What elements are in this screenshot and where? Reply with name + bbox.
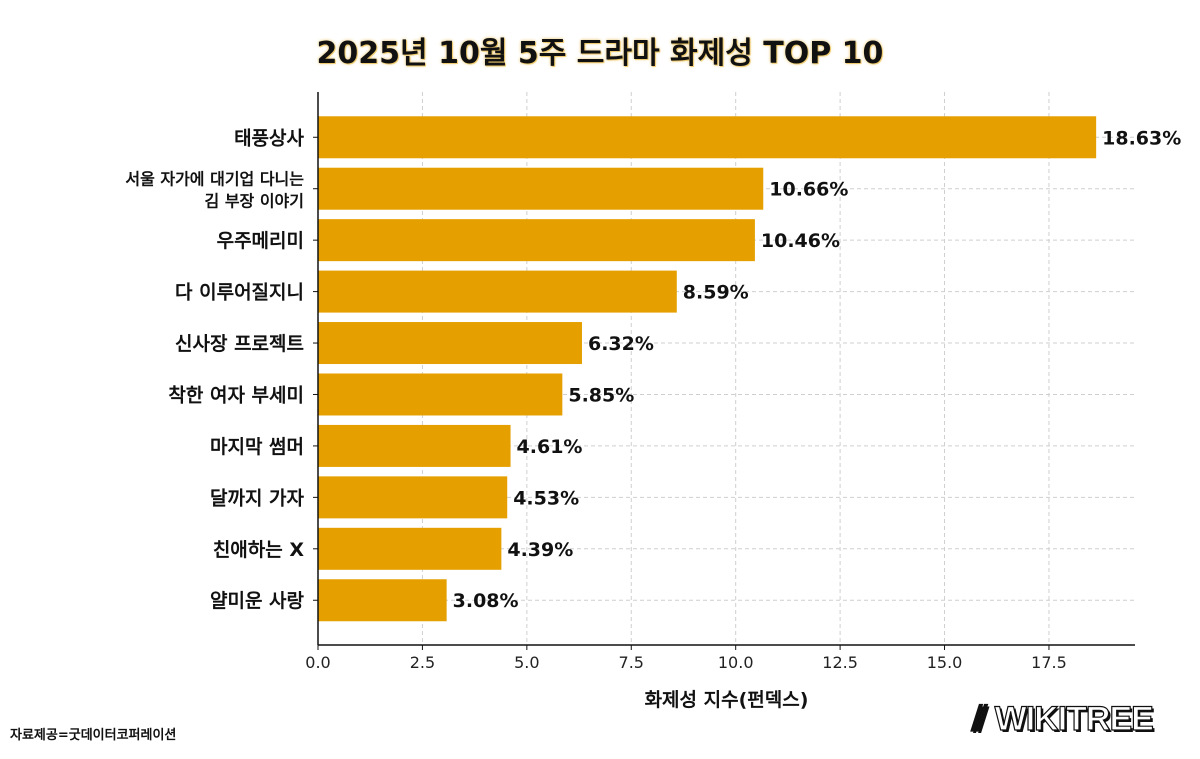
y-tick-label: 김 부장 이야기 (205, 192, 304, 211)
bar (318, 167, 764, 210)
chart-title: 2025년 10월 5주 드라마 화제성 TOP 10 (316, 36, 884, 71)
y-tick-label: 달까지 가자 (210, 487, 305, 509)
bar (318, 322, 582, 365)
data-label: 4.39% (507, 539, 573, 561)
data-label: 10.66% (769, 179, 848, 201)
data-label: 6.32% (588, 333, 654, 355)
data-label: 10.46% (761, 230, 840, 252)
data-label: 3.08% (453, 590, 519, 612)
bar (318, 476, 508, 519)
source-credit: 자료제공=굿데이터코퍼레이션 (10, 728, 177, 743)
x-tick-label: 5.0 (514, 653, 539, 672)
bar (318, 424, 511, 467)
x-tick-label: 0.0 (305, 653, 330, 672)
bar (318, 373, 563, 416)
x-tick-label: 2.5 (410, 653, 435, 672)
y-tick-label: 착한 여자 부세미 (168, 384, 304, 406)
bar (318, 219, 755, 262)
bar (318, 527, 502, 570)
y-tick-label: 얄미운 사랑 (210, 590, 305, 612)
data-label: 4.53% (513, 487, 579, 509)
x-tick-label: 10.0 (718, 653, 754, 672)
x-tick-label: 7.5 (619, 653, 644, 672)
y-tick-label: 친애하는 X (213, 539, 305, 561)
y-tick-label: 태풍상사 (234, 127, 304, 149)
y-tick-label: 마지막 썸머 (210, 436, 304, 458)
y-tick-label: 우주메리미 (217, 230, 304, 252)
bar (318, 116, 1097, 159)
x-tick-label: 17.5 (1031, 653, 1067, 672)
data-label: 5.85% (568, 384, 634, 406)
data-label: 8.59% (683, 282, 749, 304)
data-label: 4.61% (517, 436, 583, 458)
x-tick-label: 12.5 (822, 653, 858, 672)
wikitree-logo: ⫽ WIKITREE (971, 699, 1154, 738)
data-label: 18.63% (1102, 127, 1181, 149)
bar (318, 579, 447, 622)
y-tick-label: 서울 자가에 대기업 다니는 (125, 170, 304, 189)
x-tick-label: 15.0 (927, 653, 963, 672)
y-tick-label: 신사장 프로젝트 (175, 333, 304, 355)
x-axis-label: 화제성 지수(펀덱스) (645, 689, 809, 711)
y-tick-label: 다 이루어질지니 (175, 282, 304, 304)
bar (318, 270, 677, 313)
